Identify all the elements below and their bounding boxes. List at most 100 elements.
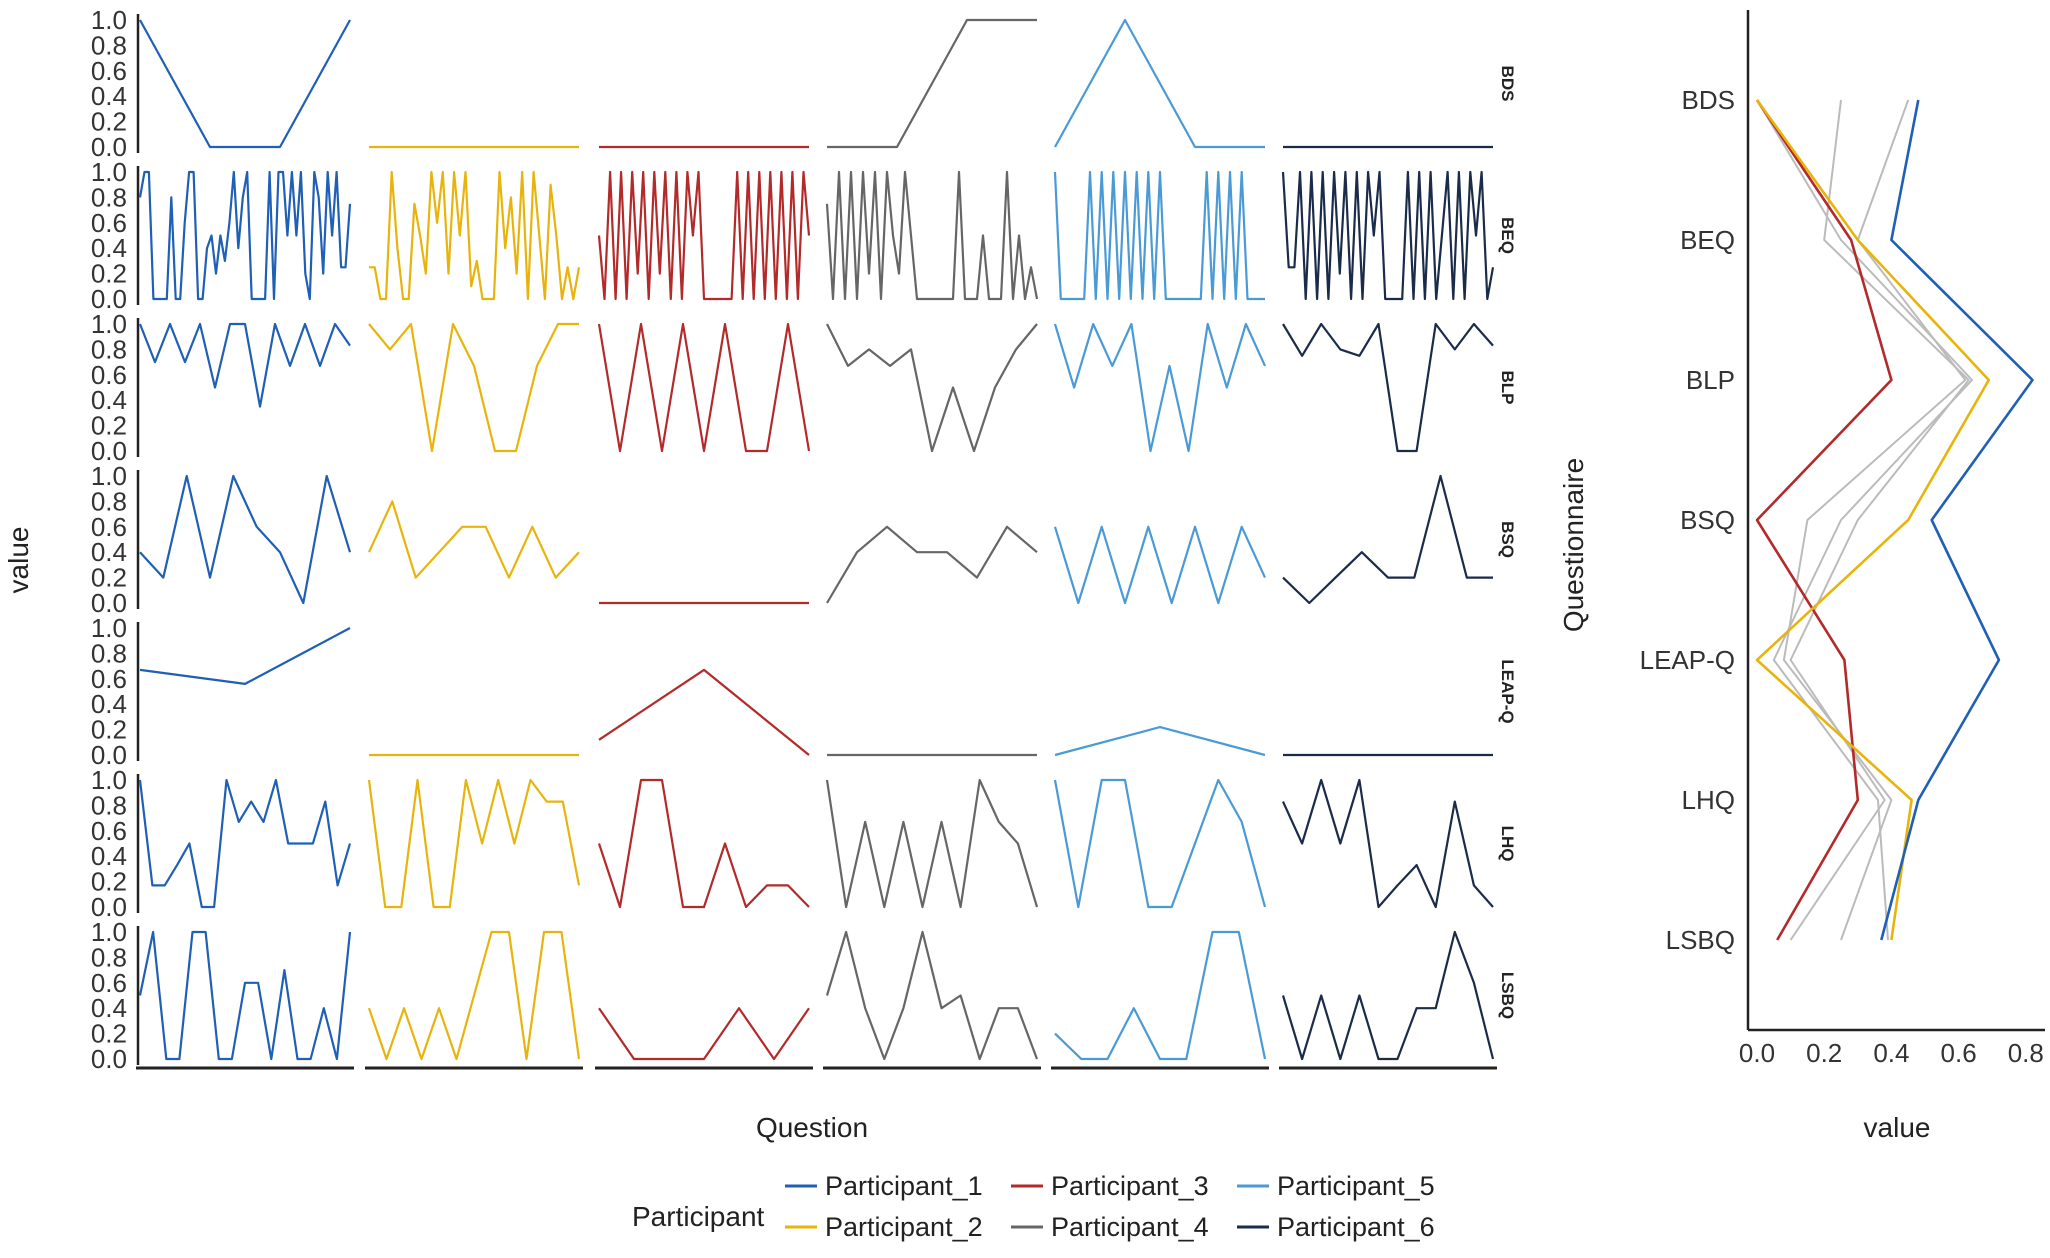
facet-strip-label: BEQ <box>1498 217 1517 254</box>
legend-item-participant-3: Participant_3 <box>1011 1171 1209 1201</box>
y-tick-label: 0.8 <box>91 942 127 972</box>
y-tick-label: 0.6 <box>91 968 127 998</box>
legend-item-participant-4: Participant_4 <box>1011 1212 1209 1242</box>
series-line-lsbq-p5 <box>1054 930 1267 1061</box>
y-tick-label: 0.2 <box>91 1019 127 1049</box>
right-y-tick-label: BLP <box>1686 365 1735 395</box>
right-x-tick-label: 0.0 <box>1739 1038 1775 1068</box>
y-tick-label: 0.6 <box>91 664 127 694</box>
y-tick-label: 1.0 <box>91 5 127 35</box>
legend-label: Participant_4 <box>1051 1212 1209 1242</box>
y-tick-label: 0.0 <box>91 740 127 770</box>
series-line-lhq-p2 <box>367 778 581 909</box>
legend-item-participant-5: Participant_5 <box>1237 1171 1435 1201</box>
summary-line-participant-1 <box>1880 99 2034 941</box>
y-tick-label: 0.0 <box>91 588 127 618</box>
right-x-tick-label: 0.2 <box>1806 1038 1842 1068</box>
series-line-blp-p1 <box>138 322 351 408</box>
y-tick-label: 0.8 <box>91 334 127 364</box>
series-line-lhq-p4 <box>825 778 1039 909</box>
facet-strip-label: BLP <box>1498 371 1517 405</box>
series-line-beq-p4 <box>825 170 1039 301</box>
facet-strip-label: LSBQ <box>1498 972 1517 1019</box>
y-tick-label: 0.6 <box>91 816 127 846</box>
legend-title: Participant <box>632 1201 765 1232</box>
series-line-bds-p5 <box>1054 18 1265 149</box>
y-tick-label: 1.0 <box>91 765 127 795</box>
right-y-tick-label: LHQ <box>1682 785 1735 815</box>
series-line-blp-p2 <box>368 322 579 453</box>
y-tick-label: 1.0 <box>91 461 127 491</box>
y-tick-label: 1.0 <box>91 917 127 947</box>
right-y-tick-label: BDS <box>1682 85 1735 115</box>
y-tick-label: 0.4 <box>91 689 127 719</box>
facet-strip-label: LEAP-Q <box>1498 659 1517 723</box>
y-tick-label: 0.0 <box>91 892 127 922</box>
right-y-tick-label: LEAP-Q <box>1640 645 1735 675</box>
series-line-bsq-p6 <box>1282 474 1493 605</box>
series-line-beq-p3 <box>597 170 811 301</box>
y-tick-label: 0.8 <box>91 790 127 820</box>
y-tick-label: 0.2 <box>91 563 127 593</box>
y-tick-label: 0.0 <box>91 132 127 162</box>
y-tick-label: 0.6 <box>91 208 127 238</box>
facet-row-lhq: 0.00.20.40.60.81.0 LHQ <box>91 765 1517 922</box>
facet-strip-label: BDS <box>1498 66 1517 102</box>
series-line-leap-q-p3 <box>598 668 810 756</box>
left-x-axis-title: Question <box>756 1112 868 1143</box>
series-line-beq-p2 <box>369 170 581 301</box>
y-tick-label: 0.2 <box>91 107 127 137</box>
facet-grid: 0.00.20.40.60.81.0BDS0.00.20.40.60.81.0B… <box>91 5 1517 1074</box>
y-tick-label: 0.4 <box>91 993 127 1023</box>
left-y-axis-title: value <box>3 527 34 594</box>
right-x-axis-title: value <box>1864 1112 1931 1143</box>
series-line-beq-p5 <box>1053 170 1265 301</box>
series-line-blp-p6 <box>1282 322 1494 453</box>
y-tick-label: 0.4 <box>91 385 127 415</box>
series-line-bds-p1 <box>139 19 351 149</box>
summary-line-participant-3 <box>1755 99 1893 941</box>
y-tick-label: 0.0 <box>91 1044 127 1074</box>
background-series-line <box>1756 99 1973 941</box>
right-y-tick-label: LSBQ <box>1666 925 1735 955</box>
y-tick-label: 0.8 <box>91 30 127 60</box>
legend-label: Participant_2 <box>825 1212 983 1242</box>
series-line-blp-p5 <box>1053 322 1267 453</box>
background-series-line <box>1789 99 1970 941</box>
legend-label: Participant_5 <box>1277 1171 1435 1201</box>
series-line-bsq-p5 <box>1053 525 1266 605</box>
y-tick-label: 0.2 <box>91 867 127 897</box>
y-tick-label: 0.6 <box>91 56 127 86</box>
right-x-tick-label: 0.8 <box>2008 1038 2044 1068</box>
y-tick-label: 0.8 <box>91 486 127 516</box>
summary-line-participant-2 <box>1755 99 1991 941</box>
y-tick-label: 0.4 <box>91 537 127 567</box>
y-tick-label: 1.0 <box>91 613 127 643</box>
right-x-tick-label: 0.6 <box>1941 1038 1977 1068</box>
series-line-lhq-p6 <box>1281 778 1494 909</box>
y-tick-label: 0.2 <box>91 411 127 441</box>
series-line-lsbq-p1 <box>138 930 352 1061</box>
series-line-bsq-p1 <box>139 474 352 605</box>
legend-label: Participant_6 <box>1277 1212 1435 1242</box>
facet-strip-label: BSQ <box>1498 521 1517 558</box>
legend: Participant_1 Participant_2 Participant_3 P… <box>785 1171 1435 1242</box>
legend-item-participant-1: Participant_1 <box>785 1171 983 1201</box>
series-line-lhq-p1 <box>138 778 352 909</box>
series-line-lhq-p5 <box>1053 778 1267 909</box>
facet-row-lsbq: 0.00.20.40.60.81.0 LSBQ <box>91 917 1517 1074</box>
y-tick-label: 0.4 <box>91 233 127 263</box>
y-tick-label: 0.4 <box>91 841 127 871</box>
series-line-lsbq-p2 <box>367 930 581 1061</box>
facet-row-bds: 0.00.20.40.60.81.0 BDS <box>91 5 1517 162</box>
y-tick-label: 0.6 <box>91 512 127 542</box>
y-tick-label: 0.0 <box>91 284 127 314</box>
legend-label: Participant_1 <box>825 1171 983 1201</box>
y-tick-label: 0.6 <box>91 360 127 390</box>
series-line-beq-p1 <box>138 170 352 301</box>
legend-item-participant-6: Participant_6 <box>1237 1212 1435 1242</box>
series-line-blp-p4 <box>826 323 1038 453</box>
y-tick-label: 0.2 <box>91 259 127 289</box>
series-line-lsbq-p3 <box>598 1007 810 1061</box>
